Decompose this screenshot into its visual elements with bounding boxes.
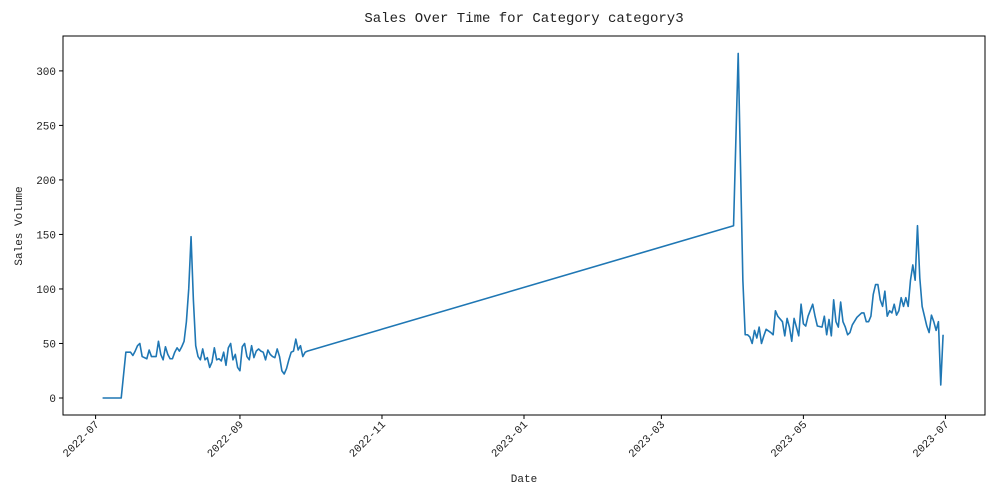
x-axis-label: Date xyxy=(511,474,537,486)
y-tick-label: 50 xyxy=(43,339,56,351)
y-tick-label: 150 xyxy=(36,230,56,242)
y-tick-label: 250 xyxy=(36,121,56,133)
y-tick-label: 100 xyxy=(36,285,56,297)
y-tick-label: 200 xyxy=(36,176,56,188)
x-tick-label: 2023-07 xyxy=(911,419,952,460)
x-tick-label: 2022-09 xyxy=(206,419,247,460)
chart-title: Sales Over Time for Category category3 xyxy=(364,11,683,27)
x-tick-label: 2023-03 xyxy=(627,419,668,460)
y-axis-label: Sales Volume xyxy=(14,186,26,265)
x-tick-label: 2022-07 xyxy=(61,419,102,460)
x-tick-label: 2023-05 xyxy=(769,419,810,460)
line-series xyxy=(102,52,944,399)
y-tick-label: 300 xyxy=(36,67,56,79)
y-tick-label: 0 xyxy=(49,394,56,406)
x-tick-label: 2023-01 xyxy=(490,419,531,460)
x-tick-label: 2022-11 xyxy=(348,419,389,460)
